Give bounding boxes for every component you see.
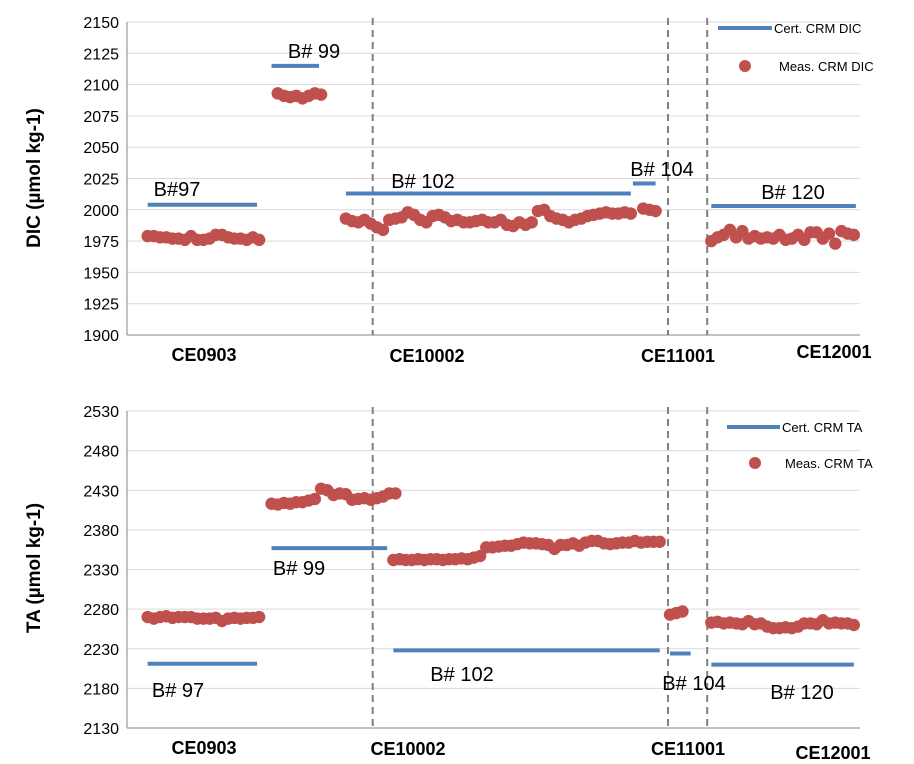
measured-point — [376, 223, 390, 237]
y-tick-label: 2050 — [83, 140, 119, 157]
cruise-section-label: CE10002 — [389, 346, 464, 366]
y-tick-label: 2130 — [83, 721, 119, 738]
measured-point — [389, 487, 402, 500]
measured-point — [314, 88, 328, 101]
y-tick-label: 2280 — [83, 602, 119, 619]
measured-point — [525, 216, 538, 229]
batch-label: B# 99 — [288, 41, 340, 63]
measured-point — [308, 492, 322, 506]
y-tick-label: 2430 — [83, 483, 119, 500]
measured-point — [847, 618, 861, 632]
y-tick-label: 1975 — [83, 234, 119, 251]
cruise-section-label: CE0903 — [171, 738, 236, 758]
measured-point — [847, 228, 861, 242]
measured-point — [624, 207, 638, 220]
batch-label: B# 102 — [430, 664, 493, 686]
y-tick-label: 1900 — [83, 328, 119, 345]
legend: Cert. CRM TA Meas. CRM TA — [727, 420, 873, 471]
batch-label: B# 104 — [662, 673, 725, 695]
batch-label: B#97 — [154, 179, 201, 201]
y-tick-label: 2380 — [83, 523, 119, 540]
y-axis-title: TA (µmol kg-1) — [24, 503, 45, 633]
y-tick-label: 2180 — [83, 681, 119, 698]
batch-label: B# 99 — [273, 558, 325, 580]
measured-point — [252, 610, 266, 624]
y-tick-label: 2480 — [83, 444, 119, 461]
batch-label: B# 104 — [630, 159, 693, 181]
legend-cert-label: Cert. CRM DIC — [774, 21, 861, 36]
y-tick-label: 2150 — [83, 15, 119, 32]
cruise-section-label: CE12001 — [796, 342, 871, 362]
y-tick-label: 2000 — [83, 203, 119, 220]
legend-cert-label: Cert. CRM TA — [782, 420, 863, 435]
chart-panel-1: 1900 1925 1950 1975 2000 2025 2050 2075 2100 2125… — [24, 15, 874, 366]
measured-point — [252, 233, 266, 247]
cruise-section-label: CE0903 — [171, 345, 236, 365]
legend: Cert. CRM DIC Meas. CRM DIC — [718, 21, 874, 74]
measured-point — [653, 535, 666, 548]
y-tick-label: 2125 — [83, 46, 119, 63]
legend-meas-label: Meas. CRM TA — [785, 456, 873, 471]
batch-label: B# 120 — [770, 682, 833, 704]
batch-label: B# 102 — [391, 171, 454, 193]
measured-point — [473, 549, 487, 563]
measured-point — [822, 227, 836, 240]
batch-label: B# 120 — [761, 182, 824, 204]
y-tick-label: 2025 — [83, 172, 119, 189]
measured-point — [829, 237, 842, 250]
cruise-section-label: CE11001 — [651, 739, 725, 759]
chart-panel-2: 2130 2180 2230 2280 2330 2380 2430 2480 2530 B# 9… — [24, 404, 873, 763]
batch-label: B# 97 — [152, 680, 204, 702]
y-axis-title: DIC (µmol kg-1) — [24, 108, 45, 248]
y-tick-label: 2330 — [83, 563, 119, 580]
measured-point — [676, 605, 689, 618]
measured-point — [649, 204, 662, 218]
cruise-section-label: CE11001 — [641, 346, 715, 366]
y-tick-label: 1925 — [83, 297, 119, 314]
cruise-section-label: CE12001 — [795, 743, 870, 763]
legend-meas-swatch — [749, 457, 761, 469]
legend-meas-label: Meas. CRM DIC — [779, 59, 874, 74]
y-tick-label: 1950 — [83, 265, 119, 282]
cruise-section-label: CE10002 — [370, 739, 445, 759]
y-tick-label: 2230 — [83, 642, 119, 659]
y-tick-label: 2530 — [83, 404, 119, 421]
legend-meas-swatch — [739, 60, 751, 72]
y-tick-label: 2100 — [83, 78, 119, 95]
y-tick-label: 2075 — [83, 109, 119, 126]
